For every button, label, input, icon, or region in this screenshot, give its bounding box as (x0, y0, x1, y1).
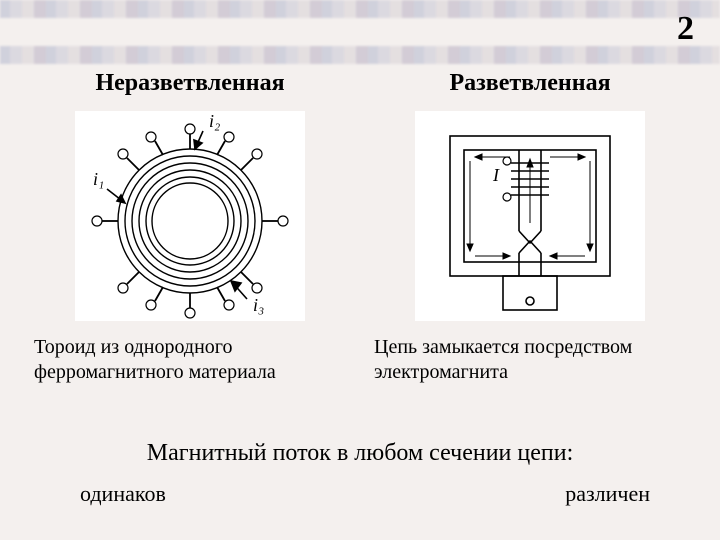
label-i3: i₃ (253, 295, 264, 315)
slide: 2 Неразветвленная (0, 0, 720, 540)
label-I: I (492, 165, 500, 185)
figure-left: i₁ i₂ i₃ (75, 111, 305, 321)
caption-left-line2: ферромагнитного материала (34, 361, 276, 383)
answer-left: одинаков (80, 481, 166, 507)
answer-right: различен (565, 481, 650, 507)
footer-question: Магнитный поток в любом сечении цепи: (0, 440, 720, 467)
branched-core-diagram: I (415, 111, 645, 321)
decor-band-top (0, 0, 720, 18)
title-right: Разветвленная (449, 70, 610, 97)
caption-right: Цепь замыкается посредством электромагни… (370, 335, 636, 385)
label-i2: i₂ (209, 111, 220, 131)
figure-right: I (415, 111, 645, 321)
footer-answers: одинаков различен (0, 481, 720, 507)
page-number: 2 (677, 10, 694, 48)
caption-left-line1: Тороид из однородного (34, 336, 233, 358)
label-i1: i₁ (93, 169, 104, 189)
title-left: Неразветвленная (95, 70, 284, 97)
caption-right-line1: Цепь замыкается посредством (374, 336, 632, 358)
columns: Неразветвленная (0, 70, 720, 385)
decor-band-mid (0, 46, 720, 64)
footer: Магнитный поток в любом сечении цепи: од… (0, 440, 720, 507)
column-left: Неразветвленная (30, 70, 350, 385)
caption-left: Тороид из однородного ферромагнитного ма… (30, 335, 280, 385)
caption-right-line2: электромагнита (374, 361, 508, 383)
toroid-diagram: i₁ i₂ i₃ (75, 111, 305, 321)
column-right: Разветвленная (370, 70, 690, 385)
